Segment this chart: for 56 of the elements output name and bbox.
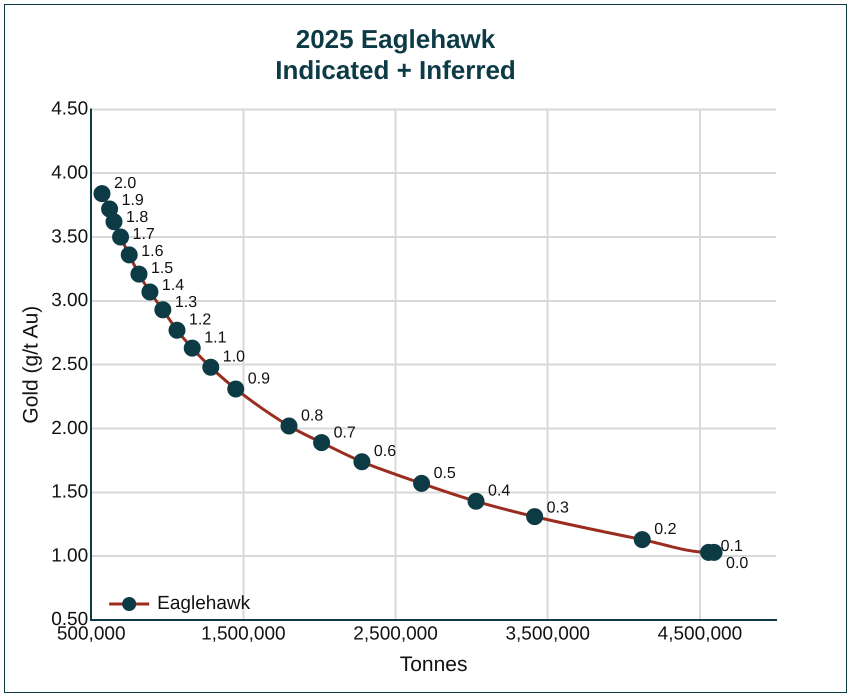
y-tick-label: 4.50 (51, 98, 88, 120)
y-tick-label: 2.00 (51, 418, 88, 439)
annotation: 1.2 (189, 312, 212, 329)
annotation: 0.2 (654, 520, 677, 538)
annotation: 0.0 (726, 554, 748, 572)
y-tick-label: 4.00 (51, 162, 88, 184)
x-tick-label: 2,500,000 (353, 624, 438, 645)
point (93, 185, 110, 202)
annotation: 0.7 (334, 424, 356, 442)
x-axis-title: Tonnes (400, 653, 468, 676)
point (120, 246, 138, 264)
point (313, 434, 330, 452)
y-tick-label: 1.00 (51, 545, 88, 566)
point (168, 322, 186, 339)
legend-label: Eaglehawk (157, 593, 251, 614)
annotation: 1.5 (150, 260, 174, 278)
point (413, 474, 430, 492)
chart-title: 2025 Eaglehawk Indicated + Inferred (275, 24, 516, 85)
point (526, 508, 544, 526)
point (154, 301, 172, 318)
annotation: 1.6 (141, 243, 164, 260)
annotation: 2.0 (114, 175, 136, 192)
point (184, 340, 201, 357)
annotation: 0.3 (546, 500, 569, 517)
annotation: 1.1 (204, 330, 227, 347)
annotation: 1.9 (122, 192, 144, 210)
point (202, 358, 220, 376)
x-tick-label: 1,500,000 (201, 624, 286, 645)
annotation: 1.8 (126, 209, 148, 226)
y-tick-label: 1.50 (51, 482, 88, 503)
y-axis-title: Gold (g/t Au) (19, 306, 42, 424)
x-tick-label: 3,500,000 (505, 624, 590, 645)
point (112, 228, 130, 246)
point (227, 380, 244, 398)
annotation: 1.0 (222, 348, 246, 366)
annotation: 0.6 (374, 443, 396, 460)
annotation: 1.7 (132, 226, 155, 244)
y-tick-label: 2.50 (51, 354, 88, 375)
point (141, 283, 158, 300)
annotation: 0.8 (301, 407, 324, 424)
annotation: 0.9 (248, 370, 270, 388)
point (634, 531, 651, 548)
point (468, 492, 485, 510)
point (280, 417, 298, 434)
point (101, 200, 118, 218)
point (106, 213, 123, 230)
annotation: 0.1 (720, 538, 743, 555)
point (353, 453, 370, 470)
annotation: 0.4 (488, 482, 510, 500)
y-tick-label: 3.50 (51, 226, 88, 248)
y-tick-label: 3.00 (51, 290, 88, 312)
annotation: 1.3 (174, 294, 198, 312)
x-tick-label: 4,500,000 (658, 624, 742, 645)
point (130, 266, 148, 283)
annotation: 0.5 (434, 464, 456, 482)
annotation: 1.4 (162, 277, 184, 294)
